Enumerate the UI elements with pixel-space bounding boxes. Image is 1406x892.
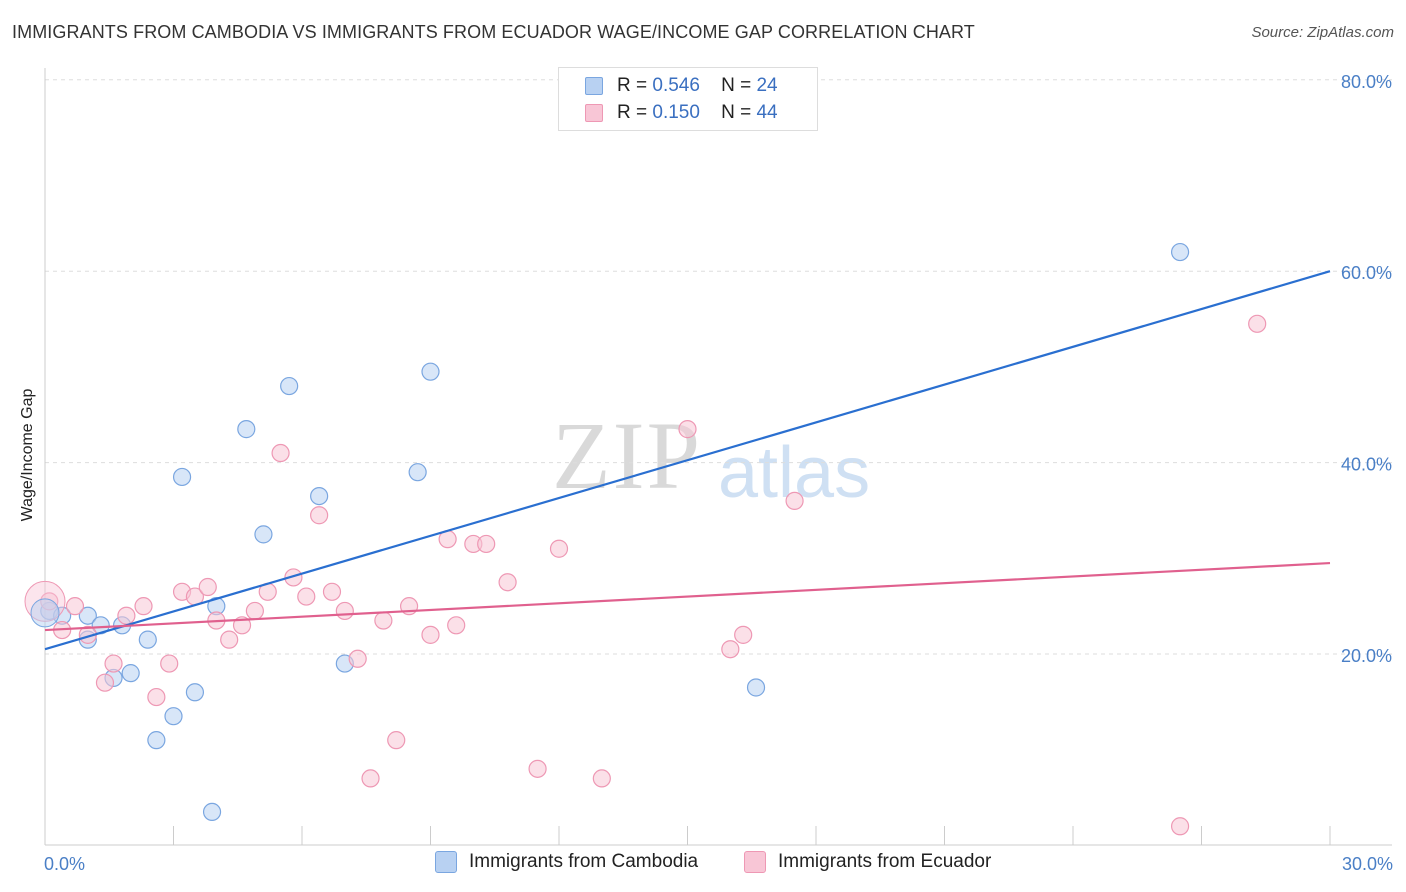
y-tick-labels: 20.0% 40.0% 60.0% 80.0%	[1341, 72, 1392, 666]
grid-lines	[45, 79, 1392, 655]
cambodia-point	[408, 463, 427, 482]
legend-swatch-ecuador	[585, 104, 603, 122]
legend-n-label: N =	[721, 102, 752, 123]
x-tick-labels: 0.0% 30.0%	[44, 854, 1393, 874]
watermark-zip: ZIP	[552, 402, 702, 509]
axes	[44, 68, 1392, 846]
cambodia-point	[121, 664, 140, 683]
ecuador-point	[322, 582, 342, 601]
y-tick-label: 60.0%	[1341, 263, 1392, 283]
legend-label-ecuador: Immigrants from Ecuador	[778, 851, 992, 872]
cambodia-point	[310, 486, 329, 506]
cambodia-point	[164, 707, 183, 726]
cambodia-point	[280, 376, 299, 396]
series-legend: Immigrants from Cambodia Immigrants from…	[0, 851, 1406, 877]
legend-r-label: R =	[617, 102, 648, 123]
ecuador-point	[361, 769, 380, 788]
legend-n-value-ecuador: 44	[756, 102, 778, 123]
legend-label-cambodia: Immigrants from Cambodia	[469, 851, 699, 872]
y-tick-label: 80.0%	[1341, 72, 1392, 92]
ecuador-point	[284, 568, 303, 587]
legend-r-label: R =	[617, 75, 648, 96]
legend-item-ecuador[interactable]: Immigrants from Ecuador	[744, 851, 991, 873]
ecuador-point	[721, 640, 740, 659]
ecuador-point	[160, 654, 179, 673]
chart-title: IMMIGRANTS FROM CAMBODIA VS IMMIGRANTS F…	[12, 22, 975, 42]
legend-n-label: N =	[721, 75, 752, 96]
legend-swatch-cambodia	[435, 851, 457, 873]
cambodia-point	[138, 630, 157, 649]
ecuador-point	[147, 687, 166, 707]
ecuador-point	[374, 611, 393, 630]
ecuador-point	[134, 597, 153, 616]
ecuador-point	[117, 606, 136, 625]
ecuador-point	[245, 601, 264, 621]
x-tick-label: 30.0%	[1342, 854, 1393, 874]
cambodia-point	[202, 802, 222, 822]
cambodia-point	[78, 606, 97, 625]
ecuador-point	[421, 625, 440, 644]
cambodia-point	[421, 362, 440, 381]
cambodia-point	[254, 525, 273, 544]
source-label: Source: ZipAtlas.com	[1251, 24, 1394, 41]
legend-r-value-ecuador: 0.150	[652, 102, 700, 123]
x-tick-label: 0.0%	[44, 854, 85, 874]
ecuador-point	[297, 587, 316, 606]
legend-r-value-cambodia: 0.546	[652, 75, 700, 96]
ecuador-point	[1170, 817, 1190, 836]
ecuador-point	[335, 601, 354, 621]
ecuador-point	[447, 616, 466, 635]
cambodia-trend-line	[44, 270, 1331, 651]
ecuador-point	[498, 573, 517, 592]
ecuador-point	[678, 420, 697, 439]
cambodia-point	[237, 420, 256, 439]
ecuador-point	[387, 731, 406, 750]
cambodia-point	[1170, 242, 1190, 262]
legend-swatch-cambodia	[585, 77, 603, 95]
ecuador-point	[1248, 314, 1267, 333]
legend-item-cambodia[interactable]: Immigrants from Cambodia	[435, 851, 698, 873]
ecuador-point	[310, 506, 329, 525]
ecuador-point	[220, 630, 239, 649]
ecuador-point	[271, 443, 290, 463]
ecuador-trend-line	[44, 561, 1331, 632]
ecuador-point	[348, 649, 367, 668]
ecuador-point	[95, 673, 115, 692]
legend-swatch-ecuador	[744, 851, 766, 873]
cambodia-point	[172, 467, 192, 487]
ecuador-point	[198, 577, 217, 597]
ecuador-point	[785, 491, 804, 510]
ecuador-point	[477, 534, 496, 554]
ecuador-point	[528, 759, 547, 778]
cambodia-point	[30, 598, 60, 628]
ecuador-point	[65, 597, 85, 616]
legend-n-value-cambodia: 24	[756, 75, 778, 96]
ecuador-point	[734, 625, 753, 644]
ecuador-point	[592, 769, 611, 788]
trend-lines	[44, 270, 1331, 651]
stats-legend: R = 0.546 N = 24 R = 0.150 N = 44	[558, 67, 818, 131]
y-tick-label: 40.0%	[1341, 455, 1392, 475]
data-points	[24, 242, 1267, 836]
ecuador-point	[549, 539, 569, 558]
cambodia-point	[147, 731, 166, 750]
cambodia-point	[746, 678, 766, 697]
ecuador-point	[104, 654, 123, 673]
cambodia-point	[185, 683, 205, 702]
legend-row-ecuador: R = 0.150 N = 44	[585, 101, 778, 125]
y-tick-label: 20.0%	[1341, 646, 1392, 666]
legend-row-cambodia: R = 0.546 N = 24	[585, 74, 778, 98]
